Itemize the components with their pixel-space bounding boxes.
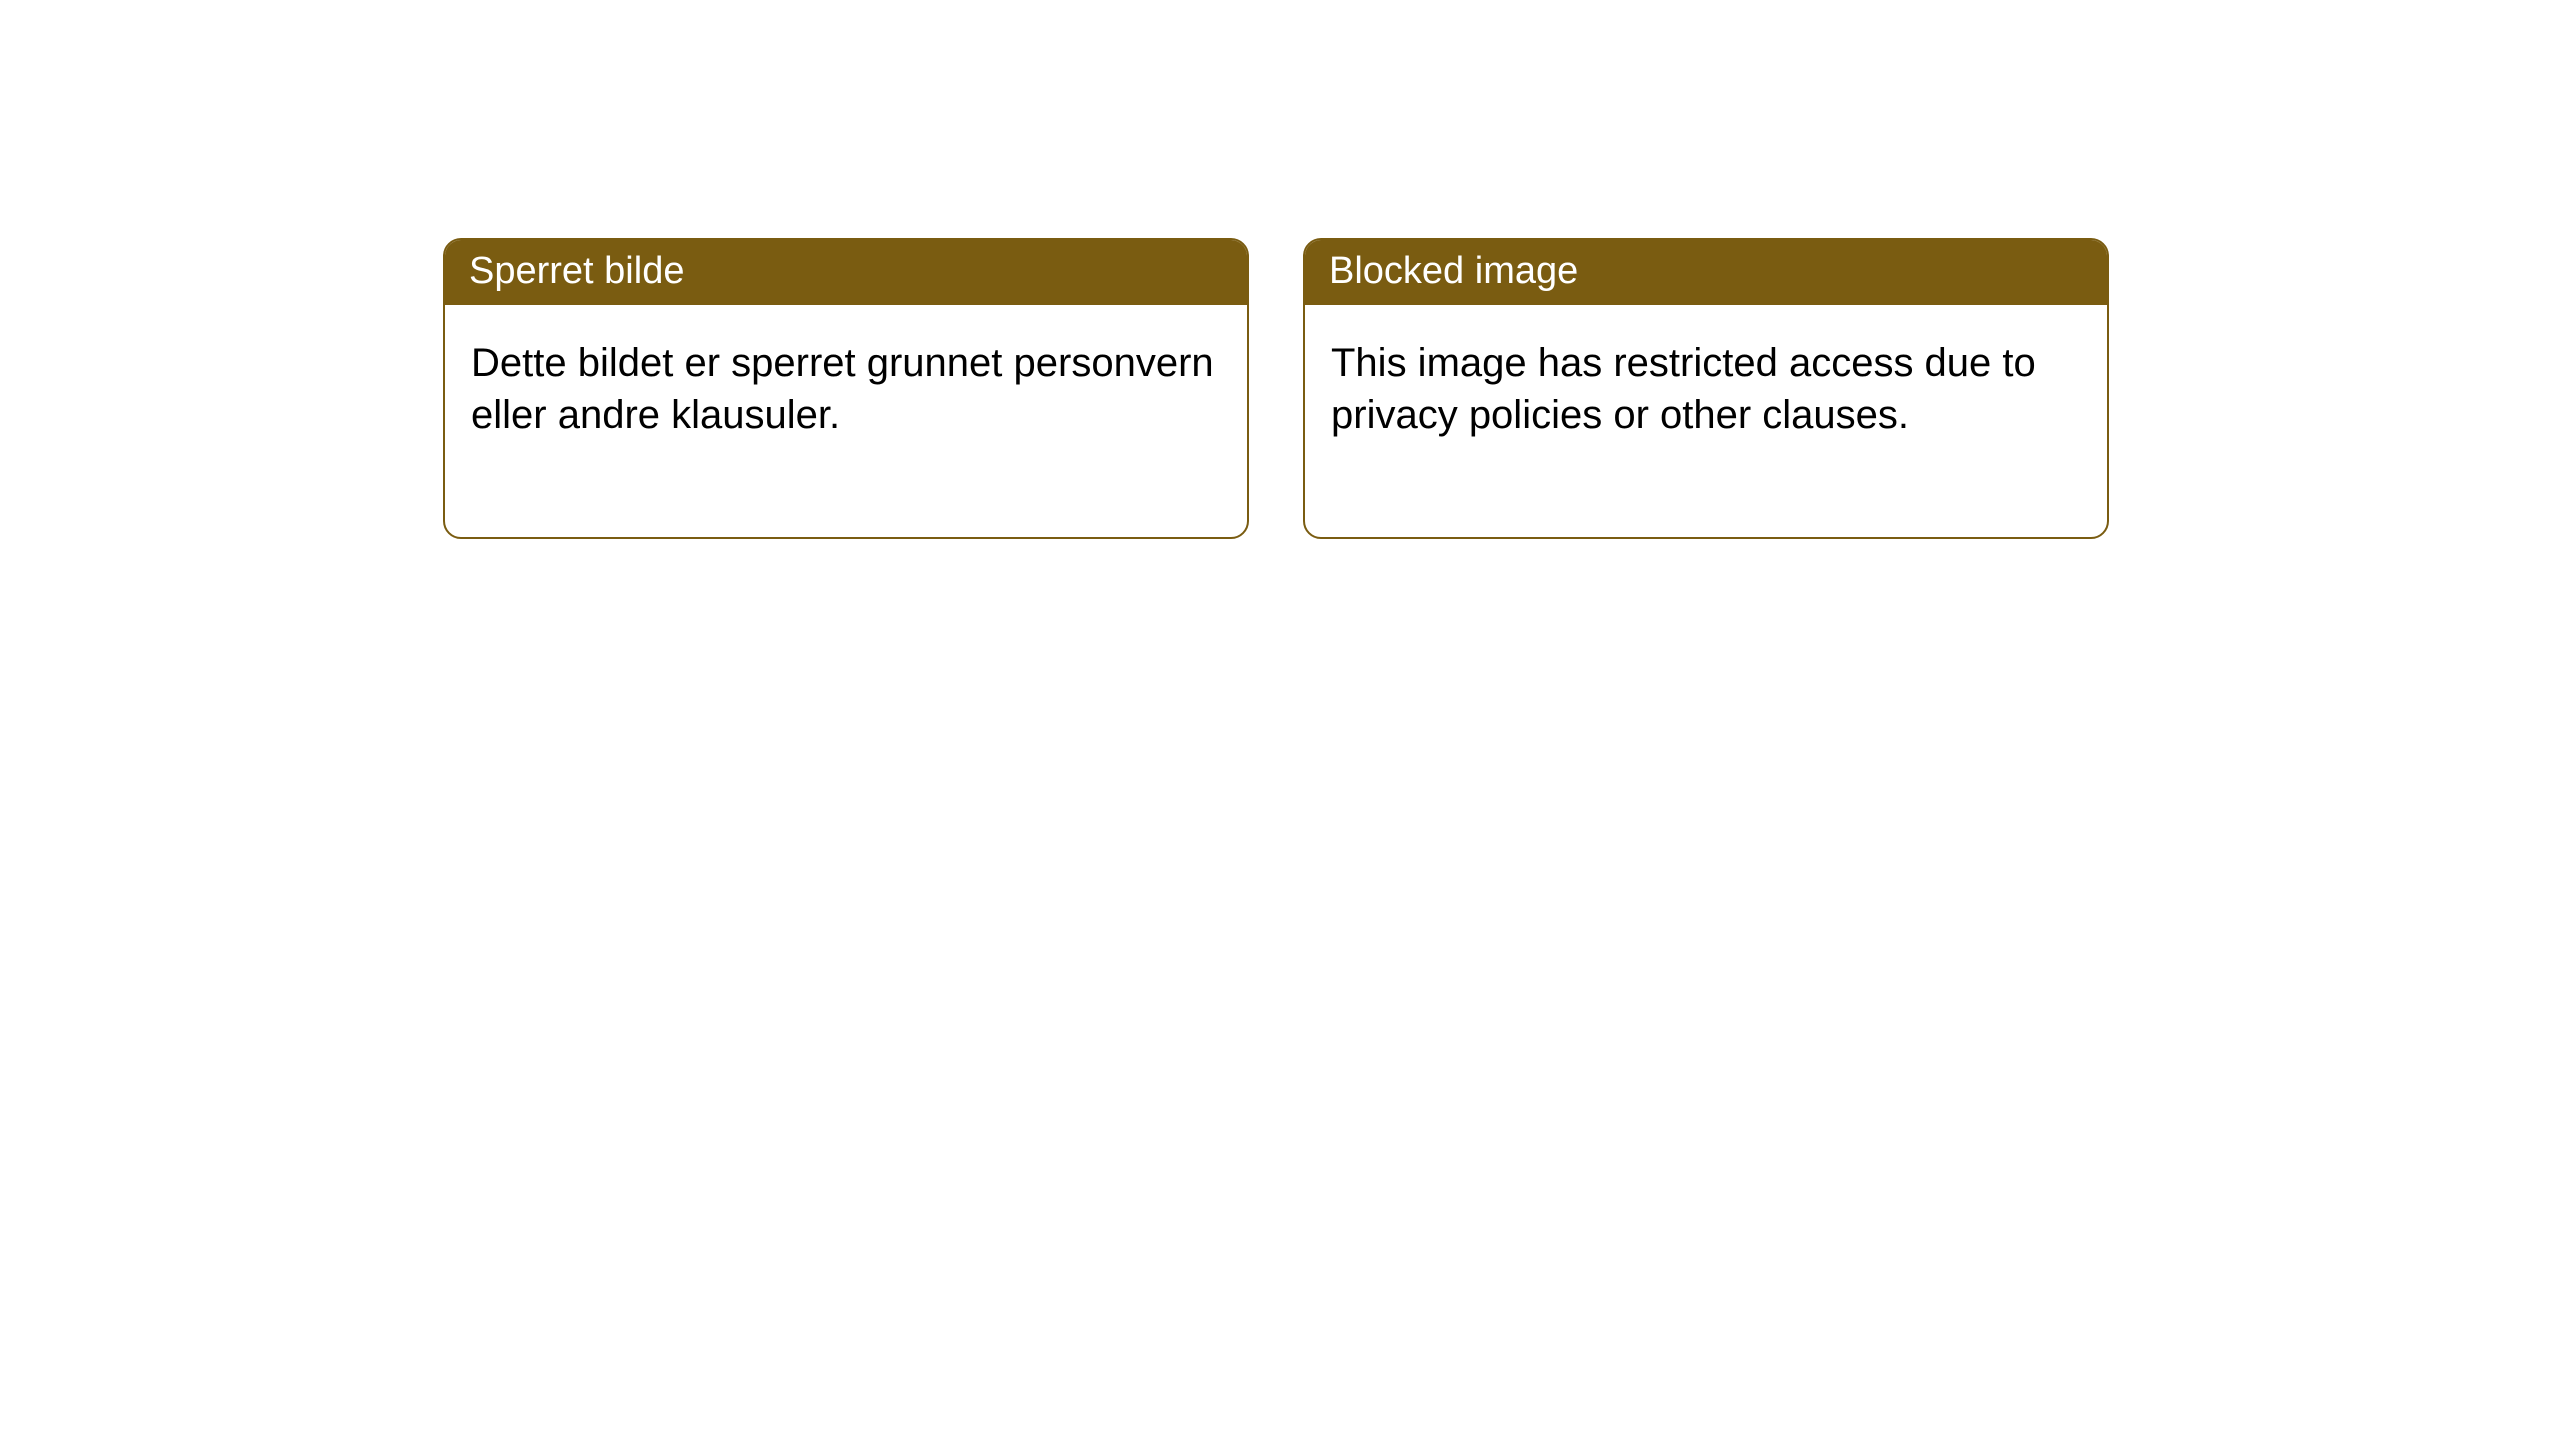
notice-body-norwegian: Dette bildet er sperret grunnet personve…	[445, 305, 1247, 537]
notice-container: Sperret bilde Dette bildet er sperret gr…	[0, 0, 2560, 539]
notice-body-english: This image has restricted access due to …	[1305, 305, 2107, 537]
notice-box-english: Blocked image This image has restricted …	[1303, 238, 2109, 539]
notice-header-english: Blocked image	[1305, 240, 2107, 305]
notice-box-norwegian: Sperret bilde Dette bildet er sperret gr…	[443, 238, 1249, 539]
notice-header-norwegian: Sperret bilde	[445, 240, 1247, 305]
